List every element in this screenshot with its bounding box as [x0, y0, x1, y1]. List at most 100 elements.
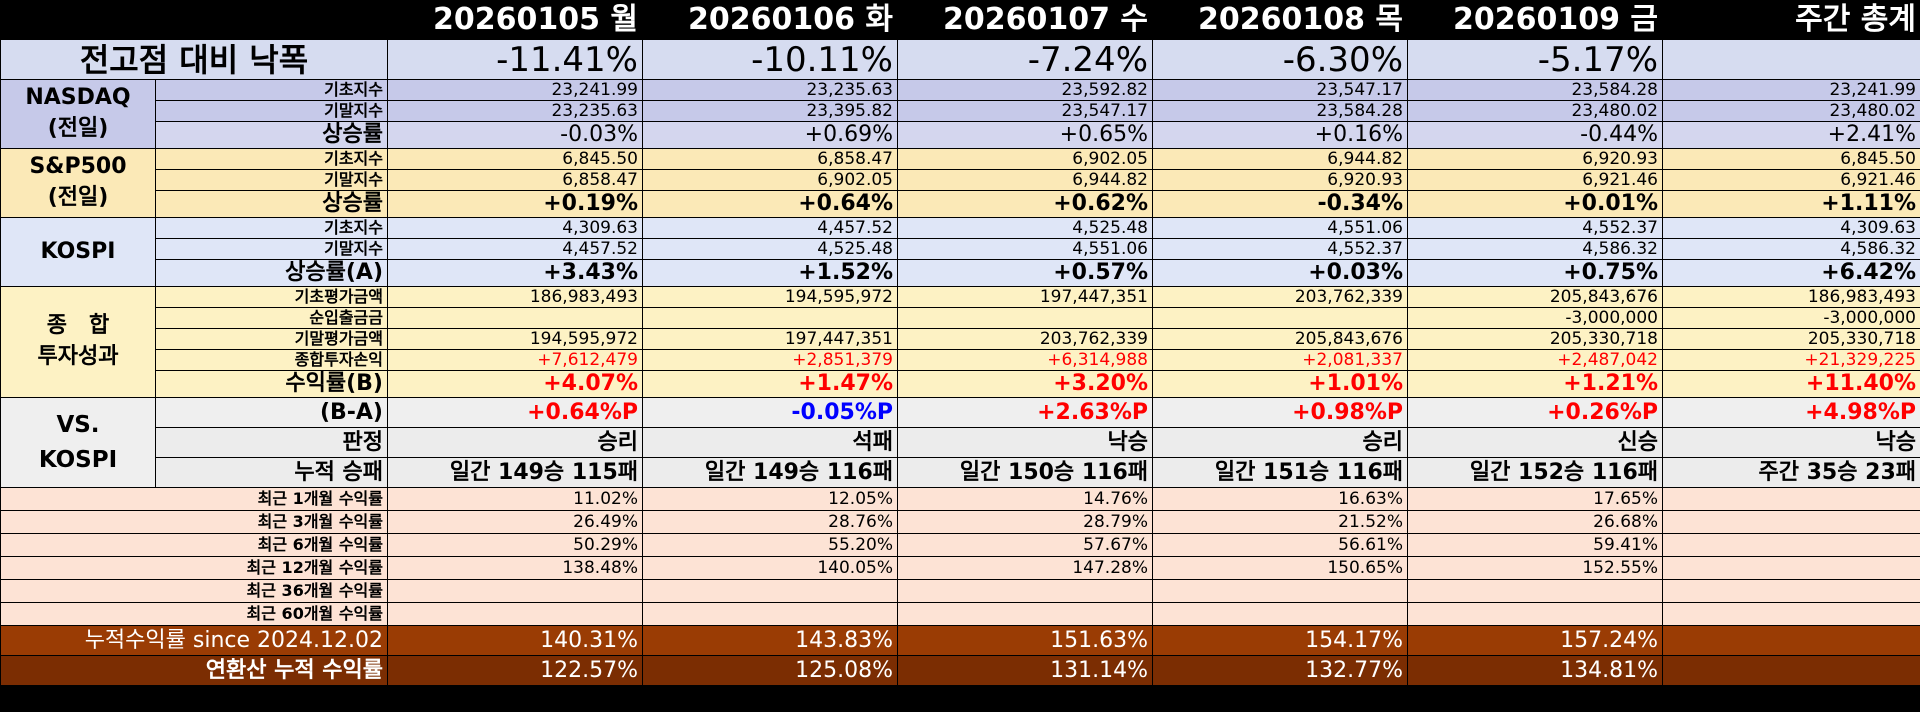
total-rate-row: 수익률(B) +4.07% +1.47% +3.20% +1.01% +1.21… [0, 370, 1920, 398]
cell-value: 4,552.37 [1407, 217, 1663, 239]
cell-value [387, 579, 643, 603]
diff-value: +0.98%P [1152, 397, 1408, 428]
row-label: 종합투자손익 [155, 349, 388, 371]
cell-value [1152, 579, 1408, 603]
rate-value: +0.01% [1407, 190, 1663, 218]
nasdaq-rate-row: 상승률 -0.03% +0.69% +0.65% +0.16% -0.44% +… [0, 121, 1920, 149]
day-header: 20260105 월 [387, 0, 643, 40]
cell-value: 4,457.52 [642, 217, 898, 239]
cell-value: 197,447,351 [642, 328, 898, 350]
pl-value: +2,081,337 [1152, 349, 1408, 371]
cell-value: 4,586.32 [1407, 238, 1663, 260]
cell-value: 6,944.82 [897, 169, 1153, 191]
row-label: 최근 12개월 수익률 [0, 556, 388, 580]
pl-value: +6,314,988 [897, 349, 1153, 371]
drawdown-value [1662, 39, 1920, 80]
cell-value [1662, 533, 1920, 557]
annualized-value: 134.81% [1407, 655, 1663, 686]
rate-value: +2.41% [1662, 121, 1920, 149]
cell-value: 14.76% [897, 487, 1153, 511]
total-name-1: 종 합 [46, 313, 110, 339]
rate-value: +0.03% [1152, 259, 1408, 287]
annualized-row: 연환산 누적 수익률 122.57% 125.08% 131.14% 132.7… [0, 655, 1920, 686]
cumulative-label: 누적수익률 since 2024.12.02 [0, 625, 388, 656]
diff-value: +4.98%P [1662, 397, 1920, 428]
row-label: 최근 60개월 수익률 [0, 602, 388, 626]
cell-value: 6,902.05 [642, 169, 898, 191]
day-header: 20260107 수 [897, 0, 1153, 40]
rate-value: -0.03% [387, 121, 643, 149]
diff-value: -0.05%P [642, 397, 898, 428]
cell-value: 23,235.63 [387, 100, 643, 122]
rate-value: +3.20% [897, 370, 1153, 398]
cell-value: 23,584.28 [1152, 100, 1408, 122]
cell-value: 4,309.63 [387, 217, 643, 239]
record-value: 일간 149승 115패 [387, 457, 643, 488]
cell-value: -3,000,000 [1662, 307, 1920, 329]
diff-value: +0.64%P [387, 397, 643, 428]
cumulative-value: 143.83% [642, 625, 898, 656]
cell-value [387, 307, 643, 329]
row-label: 기말지수 [155, 100, 388, 122]
header-row: 20260105 월 20260106 화 20260107 수 2026010… [0, 0, 1920, 40]
total-open-row: 종 합 투자성과 기초평가금액 186,983,493 194,595,972 … [0, 286, 1920, 398]
cell-value [1152, 307, 1408, 329]
row-label: 상승률 [155, 190, 388, 218]
cell-value: 23,241.99 [1662, 79, 1920, 101]
diff-value: +0.26%P [1407, 397, 1663, 428]
cell-value: 16.63% [1152, 487, 1408, 511]
cell-value: 50.29% [387, 533, 643, 557]
weekly-performance-table: 20260105 월 20260106 화 20260107 수 2026010… [0, 0, 1920, 686]
cell-value: 6,858.47 [642, 148, 898, 170]
vs-name-2: KOSPI [38, 446, 118, 473]
record-value: 일간 151승 116패 [1152, 457, 1408, 488]
recent-row: 최근 3개월 수익률 26.49% 28.76% 28.79% 21.52% 2… [0, 510, 1920, 534]
recent-row: 최근 1개월 수익률 11.02% 12.05% 14.76% 16.63% 1… [0, 487, 1920, 511]
cell-value: 205,330,718 [1407, 328, 1663, 350]
row-label: 기초지수 [155, 79, 388, 101]
cell-value [897, 602, 1153, 626]
rate-value: +0.19% [387, 190, 643, 218]
cell-value [1662, 579, 1920, 603]
cell-value: 17.65% [1407, 487, 1663, 511]
annualized-value: 132.77% [1152, 655, 1408, 686]
drawdown-value: -11.41% [387, 39, 643, 80]
cell-value [642, 579, 898, 603]
kospi-open-row: KOSPI 기초지수 4,309.63 4,457.52 4,525.48 4,… [0, 217, 1920, 287]
annualized-value: 125.08% [642, 655, 898, 686]
cell-value: 205,843,676 [1152, 328, 1408, 350]
cell-value: 28.76% [642, 510, 898, 534]
cell-value [1662, 510, 1920, 534]
cell-value: 205,330,718 [1662, 328, 1920, 350]
total-name-2: 투자성과 [37, 344, 119, 369]
cell-value: 186,983,493 [387, 286, 643, 308]
row-label: 기초지수 [155, 217, 388, 239]
sp500-close-row: 기말지수 6,858.47 6,902.05 6,944.82 6,920.93… [0, 169, 1920, 191]
row-label: 판정 [155, 427, 388, 458]
judge-value: 승리 [387, 427, 643, 458]
cell-value: 150.65% [1152, 556, 1408, 580]
pl-value: +21,329,225 [1662, 349, 1920, 371]
cell-value [642, 307, 898, 329]
rate-value: +1.01% [1152, 370, 1408, 398]
rate-value: +1.11% [1662, 190, 1920, 218]
row-label: 기초평가금액 [155, 286, 388, 308]
row-label: 최근 36개월 수익률 [0, 579, 388, 603]
rate-value: +0.62% [897, 190, 1153, 218]
cell-value: 11.02% [387, 487, 643, 511]
recent-row: 최근 60개월 수익률 [0, 602, 1920, 626]
cell-value: 28.79% [897, 510, 1153, 534]
rate-value: +0.16% [1152, 121, 1408, 149]
cell-value: 138.48% [387, 556, 643, 580]
judge-value: 석패 [642, 427, 898, 458]
cell-value: 23,547.17 [1152, 79, 1408, 101]
day-header: 20260108 목 [1152, 0, 1408, 40]
cell-value [1662, 487, 1920, 511]
cell-value: 23,235.63 [642, 79, 898, 101]
vs-diff-row: VS. KOSPI (B-A) +0.64%P -0.05%P +2.63%P … [0, 397, 1920, 488]
total-pl-row: 종합투자손익 +7,612,479 +2,851,379 +6,314,988 … [0, 349, 1920, 371]
cell-value [897, 307, 1153, 329]
vs-record-row: 누적 승패 일간 149승 115패 일간 149승 116패 일간 150승 … [0, 457, 1920, 488]
header-blank [0, 0, 388, 40]
row-label: (B-A) [155, 397, 388, 428]
